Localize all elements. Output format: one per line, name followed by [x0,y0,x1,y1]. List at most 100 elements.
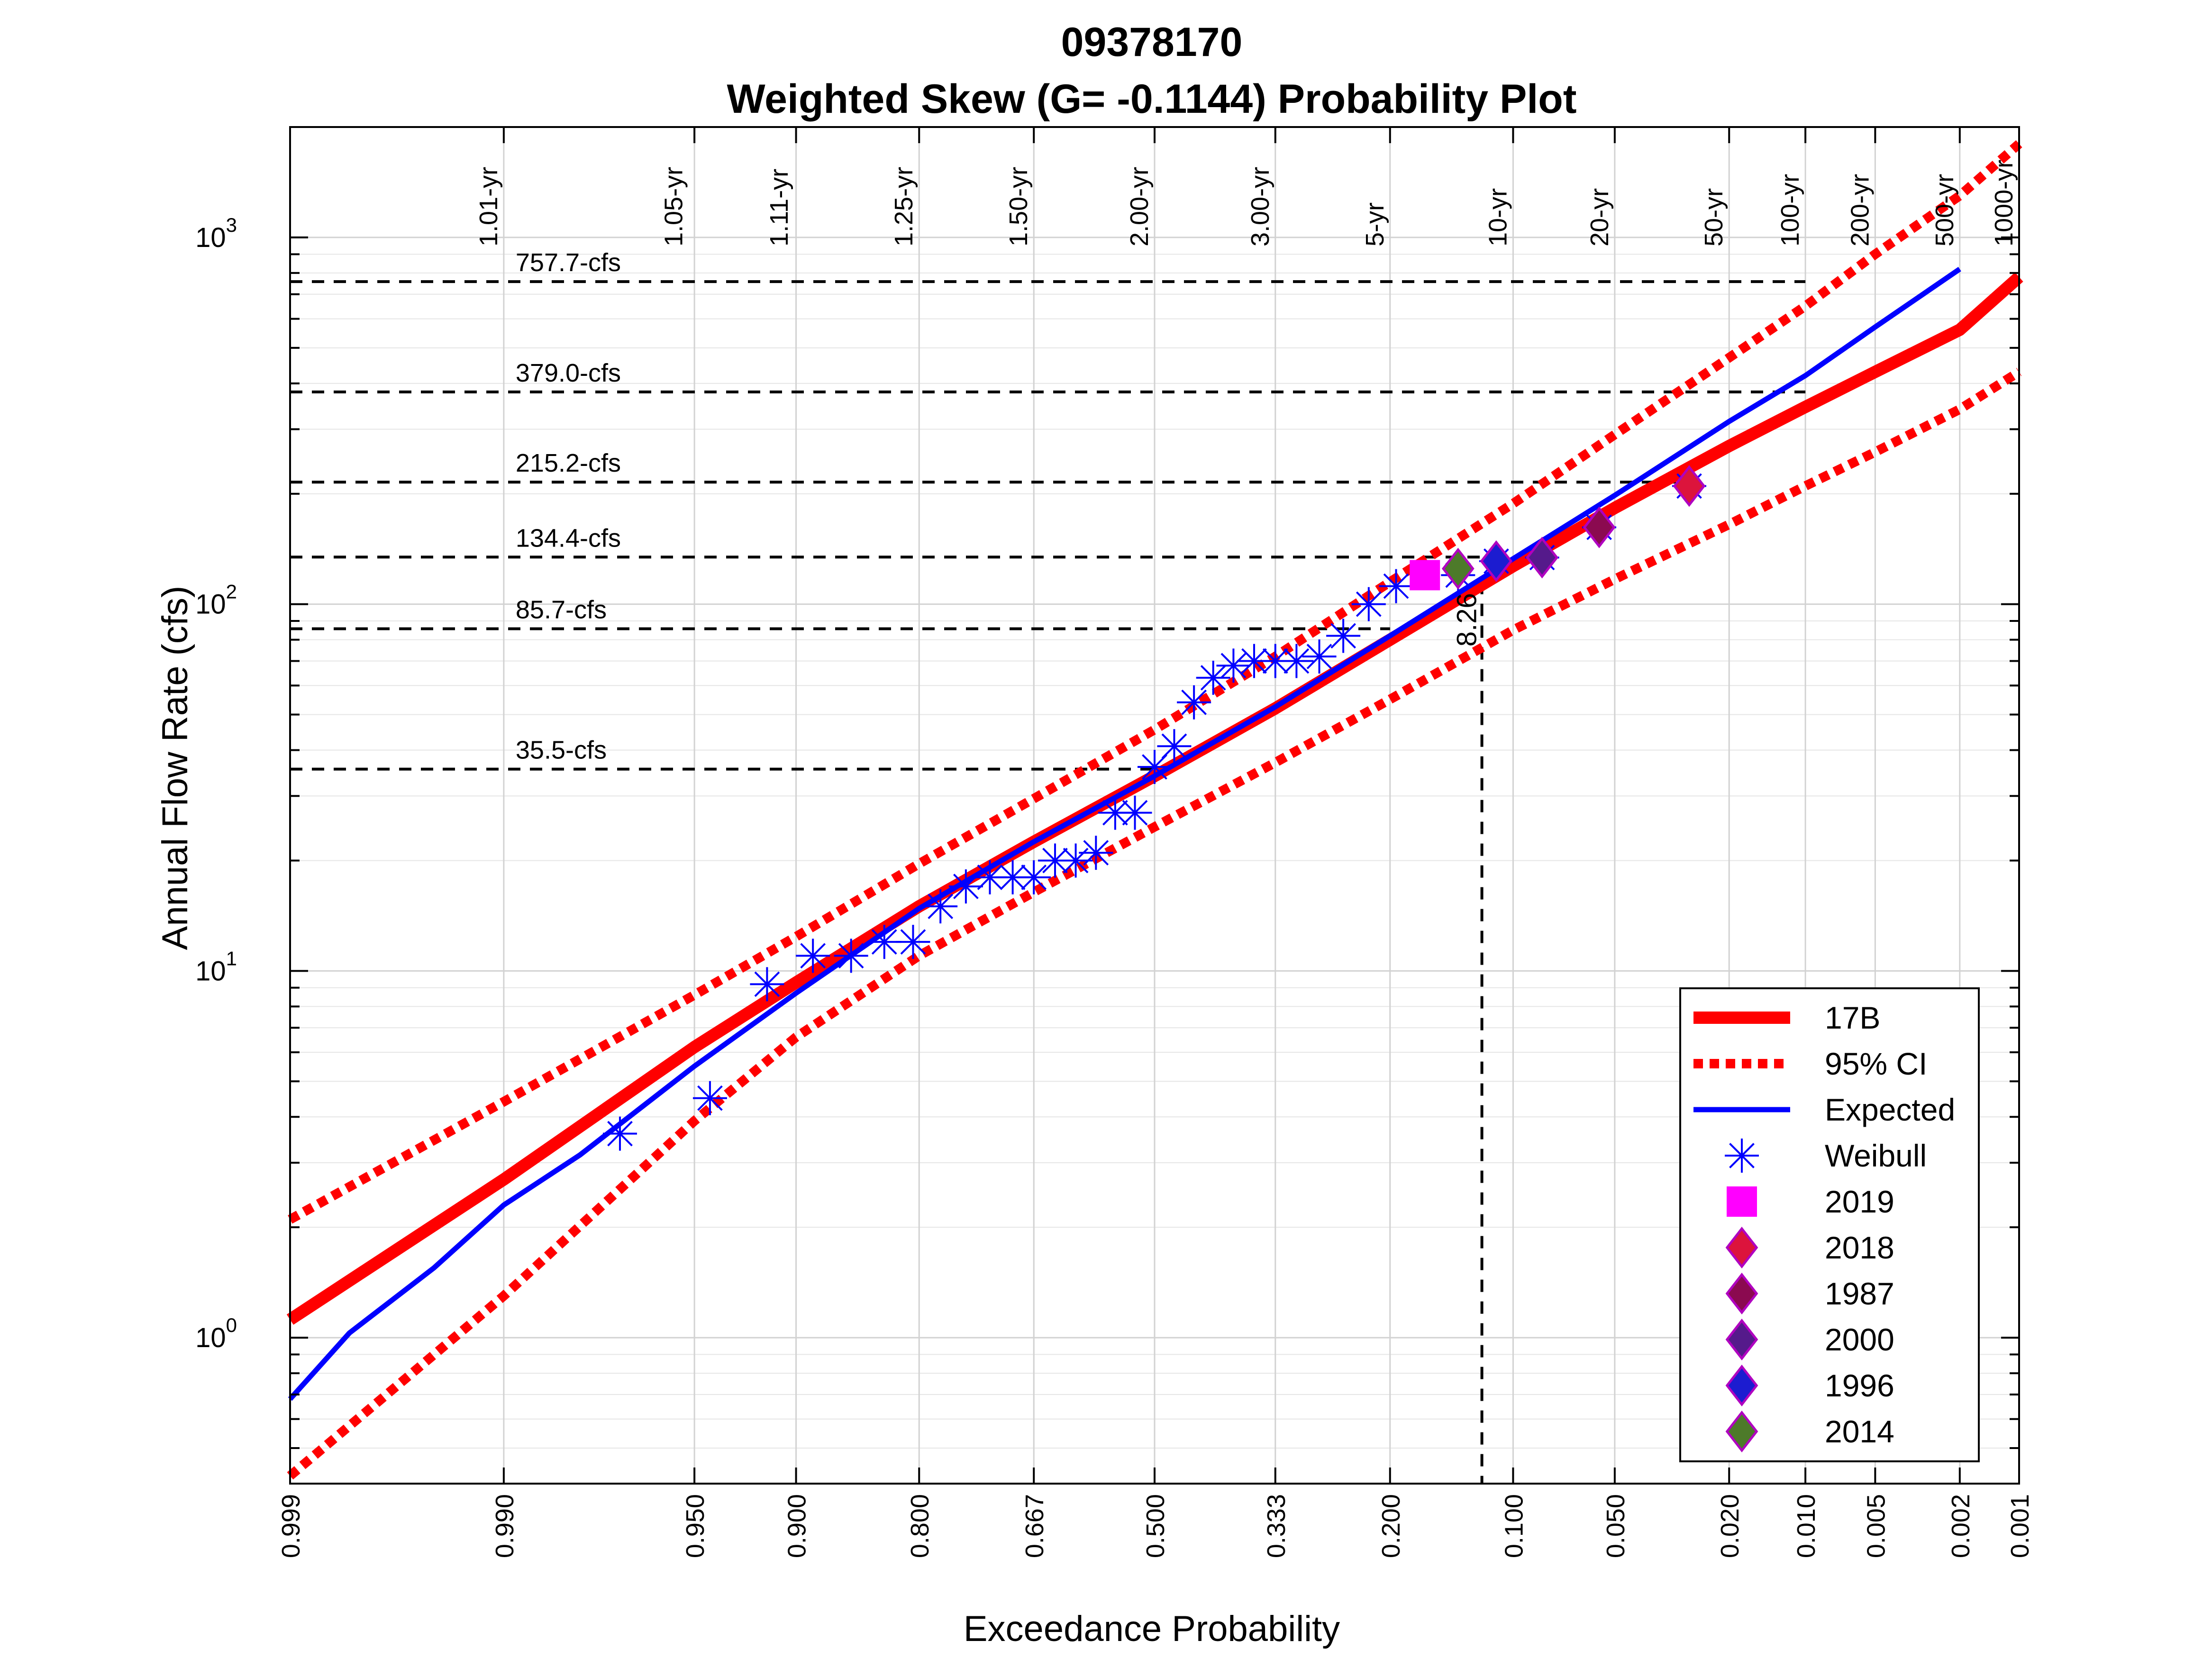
x-tick-label: 0.900 [783,1494,811,1558]
highlight-point-2018 [1673,465,1706,507]
weibull-point [948,869,983,904]
legend-label: 2014 [1825,1414,1894,1449]
weibull-point [1196,660,1230,695]
legend-swatch [1725,1139,1759,1173]
return-period-label: 1.50-yr [1004,167,1033,246]
x-tick-label: 0.100 [1500,1494,1528,1558]
y-tick-exponent: 1 [226,947,237,969]
x-tick-label: 0.950 [681,1494,710,1558]
reference-line-label: 379.0-cfs [516,359,621,387]
return-period-label: 1000-yr [1990,160,2018,246]
y-tick-label: 103 [195,214,237,253]
y-tick-base: 10 [195,1322,226,1353]
weibull-point [1098,795,1132,830]
y-tick-exponent: 2 [226,581,237,603]
return-period-label: 1.05-yr [659,167,688,246]
weibull-point [750,967,784,1002]
chart-title: 09378170 [1061,19,1243,65]
x-tick-label: 0.999 [277,1494,305,1558]
x-tick-label: 0.333 [1262,1494,1291,1558]
highlight-point-2014 [1441,547,1475,590]
reference-line-label: 85.7-cfs [516,595,607,624]
weibull-point [867,925,901,959]
return-period-label: 200-yr [1846,174,1874,246]
labels: 757.7-cfs 379.0-cfs 215.2-cfs 134.4-cfs 85.7… [195,160,2034,1558]
x-tick-label: 0.001 [2006,1494,2034,1558]
y-tick-base: 10 [195,222,226,253]
return-period-label: 3.00-yr [1246,167,1274,246]
legend: 17B 95% CI Expected Weibull 2019 2018 1987 2000… [1679,987,1980,1462]
legend-swatch [1725,1364,1758,1407]
return-period-label: 10-yr [1484,188,1512,246]
weibull-point [896,925,930,959]
y-axis-label: Annual Flow Rate (cfs) [155,586,195,950]
chart-subtitle: Weighted Skew (G= -0.1144) Probability P… [727,76,1577,122]
weibull-point [1279,644,1314,678]
x-tick-label: 0.002 [1947,1494,1975,1558]
weibull-point [1177,685,1211,720]
return-period-label: 500-yr [1930,174,1959,246]
reference-line-label: 35.5-cfs [516,736,607,765]
reference-line-label: 757.7-cfs [516,248,621,277]
legend-label: 95% CI [1825,1046,1927,1081]
x-tick-label: 0.050 [1602,1494,1630,1558]
weibull-point [1017,860,1051,894]
legend-swatch [1725,1410,1758,1453]
highlight-point-2000 [1526,537,1558,579]
legend-label: 17B [1825,1000,1880,1035]
x-tick-label: 0.020 [1716,1494,1744,1558]
legend-label: 2018 [1825,1230,1894,1265]
y-tick-base: 10 [195,589,226,620]
return-period-label: 50-yr [1700,188,1728,246]
return-period-label: 5-yr [1361,202,1389,246]
y-tick-label: 100 [195,1314,237,1353]
weibull-point [1138,749,1172,784]
weibull-point [1157,729,1192,764]
reference-line-label: 215.2-cfs [516,449,621,477]
legend-label: 1996 [1825,1368,1894,1403]
weibull-point [1326,619,1361,653]
y-tick-base: 10 [195,956,226,986]
legend-label: Expected [1825,1092,1955,1127]
legend-label: Weibull [1825,1138,1927,1173]
return-period-label: 2.00-yr [1125,167,1154,246]
weibull-point [1379,569,1413,603]
legend-label: 1987 [1825,1276,1894,1311]
y-tick-exponent: 0 [226,1314,237,1336]
weibull-point [1118,795,1152,830]
weibull-point [1351,587,1386,621]
weibull-point [923,889,958,924]
weibull-point [834,939,868,973]
series-line-expected [288,267,1961,1401]
weibull-point [1302,639,1337,674]
reference-line-label: 134.4-cfs [516,524,621,552]
weibull-point [1079,836,1113,870]
weibull-point [995,860,1030,894]
return-period-label: 1.01-yr [474,167,503,246]
x-tick-label: 0.667 [1020,1494,1049,1558]
weibull-point [796,939,830,973]
series-line-ci [288,140,2022,1224]
weibull-point [692,1081,727,1115]
x-tick-label: 0.010 [1792,1494,1821,1558]
highlight-point-1987 [1583,506,1616,548]
y-tick-exponent: 3 [226,214,237,236]
x-tick-label: 0.990 [491,1494,519,1558]
legend-label: 2019 [1825,1184,1894,1219]
legend-swatch [1727,1186,1757,1217]
exceedance-marker-label: 8.26 [1452,593,1483,647]
axes [289,126,2020,1485]
series-lines [286,140,2023,1480]
legend-swatch [1725,1272,1758,1315]
weibull-point [1216,648,1251,683]
reference-lines [290,280,1806,1484]
highlight-point-2019 [1410,560,1440,591]
legend-label: 2000 [1825,1322,1894,1357]
x-tick-label: 0.005 [1862,1494,1890,1558]
x-tick-label: 0.500 [1141,1494,1170,1558]
return-period-label: 20-yr [1585,188,1614,246]
return-period-label: 1.11-yr [765,169,793,246]
legend-swatch [1725,1318,1758,1361]
return-period-label: 100-yr [1776,174,1804,246]
